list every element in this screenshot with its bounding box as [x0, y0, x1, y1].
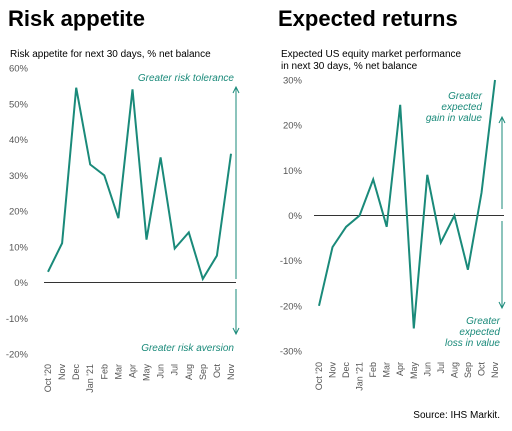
right-x-tick-label: Feb [368, 362, 378, 378]
right-x-tick-label: Jan '21 [355, 362, 365, 391]
left-chart-title: Risk appetite [8, 6, 145, 31]
right-annotation-top-line-1: expected [441, 102, 482, 113]
left-y-tick-label: 0% [14, 278, 28, 289]
left-x-tick-label: Dec [71, 364, 81, 381]
left-x-tick-label: Sep [198, 364, 208, 380]
left-y-tick-label: 10% [9, 242, 29, 253]
right-y-tick-label: 10% [283, 166, 303, 177]
left-chart-subtitle: Risk appetite for next 30 days, % net ba… [10, 49, 211, 60]
left-y-tick-label: 30% [9, 171, 29, 182]
right-y-tick-label: 20% [283, 121, 303, 132]
right-y-tick-label: -30% [280, 347, 303, 358]
left-x-tick-label: Nov [226, 364, 236, 381]
right-x-tick-label: Jun [422, 362, 432, 377]
right-y-tick-label: 0% [288, 211, 302, 222]
right-annotation-bottom-line-2: loss in value [445, 338, 500, 349]
left-y-tick-label: 40% [9, 135, 29, 146]
left-y-tick-label: 60% [9, 64, 29, 75]
left-annotation-top: Greater risk tolerance [138, 73, 235, 84]
left-x-tick-label: Oct [212, 364, 222, 379]
right-series-line [318, 79, 496, 329]
right-y-tick-label: -10% [280, 256, 303, 267]
left-x-tick-label: Oct '20 [43, 364, 53, 392]
right-chart-subtitle-1: Expected US equity market performance [281, 49, 462, 60]
right-arrow-down-head [498, 301, 506, 310]
left-arrow-up-head [232, 85, 240, 94]
left-series-line [47, 87, 232, 282]
left-x-tick-label: Feb [99, 364, 109, 380]
right-chart-title: Expected returns [278, 6, 458, 31]
right-x-tick-label: Apr [395, 362, 405, 376]
right-x-tick-label: Mar [382, 362, 392, 378]
right-x-tick-label: Oct [476, 362, 486, 377]
left-y-tick-label: -20% [6, 350, 29, 361]
right-x-tick-label: Nov [490, 362, 500, 379]
right-y-tick-label: 30% [283, 76, 303, 87]
right-y-tick-label: -20% [280, 301, 303, 312]
right-annotation-bottom-line-1: expected [459, 327, 500, 338]
right-annotation-bottom-line-0: Greater [466, 316, 501, 327]
left-y-tick-label: 20% [9, 207, 29, 218]
right-annotation-top-line-2: gain in value [426, 113, 483, 124]
left-x-tick-label: Mar [113, 364, 123, 380]
right-x-tick-label: Nov [328, 362, 338, 379]
right-x-tick-label: Aug [449, 362, 459, 378]
right-x-tick-label: Oct '20 [314, 362, 324, 390]
right-x-tick-label: May [409, 362, 419, 380]
source-note: Source: IHS Markit. [413, 410, 500, 421]
right-chart-subtitle-2: in next 30 days, % net balance [281, 61, 418, 72]
right-arrow-up-head [498, 115, 506, 124]
right-x-tick-label: Jul [436, 362, 446, 374]
left-x-tick-label: Nov [57, 364, 67, 381]
left-x-tick-label: Jul [170, 364, 180, 376]
left-x-tick-label: Aug [184, 364, 194, 380]
left-arrow-down-head [232, 327, 240, 336]
left-y-tick-label: -10% [6, 314, 29, 325]
right-x-tick-label: Sep [463, 362, 473, 378]
left-x-tick-label: Jun [156, 364, 166, 379]
left-y-tick-label: 50% [9, 99, 29, 110]
left-annotation-bottom: Greater risk aversion [141, 343, 234, 354]
right-x-tick-label: Dec [341, 362, 351, 379]
left-x-tick-label: Jan '21 [85, 364, 95, 393]
left-x-tick-label: Apr [127, 364, 137, 378]
left-x-tick-label: May [142, 364, 152, 382]
right-annotation-top-line-0: Greater [448, 91, 483, 102]
